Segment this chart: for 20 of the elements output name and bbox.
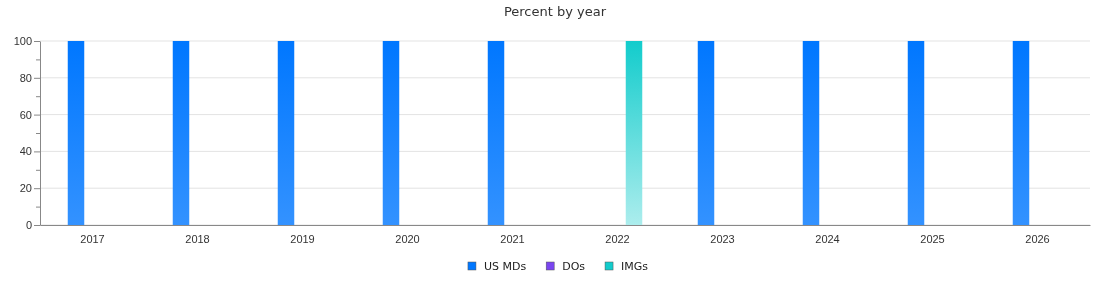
y-tick-label: 0 (25, 219, 32, 232)
y-tick-label: 60 (19, 108, 32, 121)
y-tick-label: 100 (13, 35, 32, 48)
legend-label: IMGs (621, 260, 649, 273)
y-tick-label: 80 (19, 71, 32, 84)
legend-label: US MDs (483, 260, 527, 273)
x-tick-label: 2021 (500, 233, 525, 246)
x-tick-label: 2022 (605, 233, 630, 246)
y-tick-label: 40 (19, 145, 32, 158)
x-tick-label: 2018 (185, 233, 210, 246)
legend-label: DOs (562, 260, 586, 273)
x-tick-label: 2017 (80, 233, 105, 246)
y-tick-label: 20 (19, 182, 32, 195)
chart-title: Percent by year (503, 4, 607, 19)
x-tick-label: 2024 (815, 233, 840, 246)
x-tick-label: 2023 (710, 233, 735, 246)
x-tick-label: 2020 (395, 233, 420, 246)
x-tick-label: 2026 (1025, 233, 1050, 246)
x-tick-label: 2025 (920, 233, 945, 246)
x-tick-label: 2019 (290, 233, 315, 246)
